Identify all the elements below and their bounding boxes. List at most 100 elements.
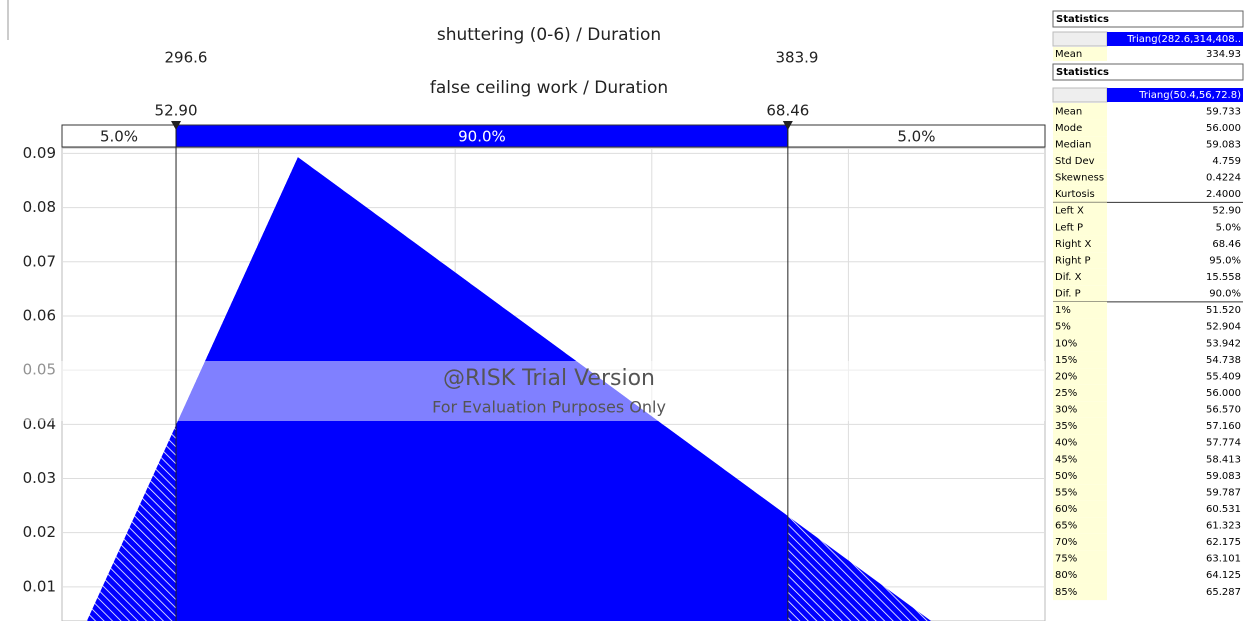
stat-label-cell	[1053, 550, 1107, 567]
stat-label: Left P	[1055, 222, 1083, 233]
stat-label-cell	[1053, 268, 1107, 286]
stats-panel: Statistics Triang(282.6,314,408.. Mean 334.…	[1052, 10, 1244, 601]
fit-cell	[1107, 32, 1243, 46]
stat-value: 59.083	[1206, 139, 1241, 150]
stat-label: Dif. X	[1055, 272, 1082, 283]
fit-cell	[1107, 88, 1243, 102]
stat-value: 68.46	[1212, 239, 1241, 250]
stat-label-cell	[1053, 119, 1107, 137]
overlay-left: 296.6	[165, 49, 208, 67]
stat-value: 57.160	[1206, 421, 1241, 432]
stat-value: 59.733	[1206, 106, 1241, 117]
stat-value: 51.520	[1206, 305, 1241, 316]
stat-label-cell	[1053, 351, 1107, 369]
stat-label-cell	[1053, 47, 1107, 61]
overlay-title: shuttering (0-6) / Duration	[437, 25, 661, 45]
watermark: For Evaluation Purposes Only	[432, 398, 666, 417]
y-tick-label: 0.07	[23, 252, 56, 270]
stat-label: Mean	[1055, 49, 1082, 60]
stat-value: 0.4224	[1206, 173, 1241, 184]
stats-header	[1052, 63, 1244, 81]
stat-label: 10%	[1055, 338, 1077, 349]
watermark-band	[0, 361, 1045, 421]
stat-label-cell	[1053, 218, 1107, 236]
stat-label-cell	[1053, 484, 1107, 501]
stat-label: Mean	[1055, 106, 1082, 117]
stat-label-cell	[1053, 285, 1107, 302]
stat-value: 52.90	[1212, 206, 1241, 217]
stat-value: 63.101	[1206, 554, 1241, 565]
stat-label-cell	[1053, 467, 1107, 485]
stat-label-cell	[1053, 235, 1107, 253]
stat-label-cell	[1053, 401, 1107, 418]
delimiter-label: 52.90	[155, 102, 198, 120]
stat-label-cell	[1053, 185, 1107, 203]
stat-label: 55%	[1055, 487, 1077, 498]
stat-value: 62.175	[1206, 537, 1241, 548]
stat-value: 95.0%	[1209, 255, 1241, 266]
stat-label: Dif. P	[1055, 289, 1081, 300]
stat-value: 56.000	[1206, 123, 1241, 134]
stat-value: 2.4000	[1206, 189, 1241, 200]
stats-header	[1052, 10, 1244, 28]
stat-label-cell	[1053, 517, 1107, 534]
stat-value: 53.942	[1206, 338, 1241, 349]
stat-value: 52.904	[1206, 322, 1241, 333]
stat-label: Skewness	[1055, 173, 1104, 184]
stat-value: 90.0%	[1209, 289, 1241, 300]
stat-value: 4.759	[1212, 156, 1241, 167]
y-tick-label: 0.01	[23, 577, 56, 595]
stat-label: 60%	[1055, 504, 1077, 515]
stat-label-cell	[1053, 583, 1107, 601]
stat-label: Right X	[1055, 239, 1092, 250]
fit-text: Triang(50.4,56,72.8)	[1138, 90, 1241, 101]
stat-value: 60.531	[1206, 504, 1241, 515]
watermark: @RISK Trial Version	[443, 366, 655, 391]
y-tick-label: 0.09	[23, 144, 56, 162]
stat-label-cell	[1053, 103, 1107, 120]
stat-label-cell	[1053, 500, 1107, 518]
stat-label-cell	[1053, 450, 1107, 468]
stat-label: 70%	[1055, 537, 1077, 548]
chart-title: false ceiling work / Duration	[430, 78, 668, 98]
stat-label: Mode	[1055, 123, 1082, 134]
delimiter-label: 68.46	[766, 102, 809, 120]
stat-label-cell	[1053, 301, 1107, 319]
y-tick-label: 0.03	[23, 469, 56, 487]
stat-value: 56.570	[1206, 405, 1241, 416]
stat-label: 65%	[1055, 521, 1077, 532]
band-label: 5.0%	[897, 128, 935, 146]
stat-value: 56.000	[1206, 388, 1241, 399]
stat-label-cell	[1053, 334, 1107, 352]
stat-label: 25%	[1055, 388, 1077, 399]
overlay-right: 383.9	[776, 49, 819, 67]
stat-label-cell	[1053, 368, 1107, 385]
stat-label: 20%	[1055, 371, 1077, 382]
stat-label: 1%	[1055, 305, 1071, 316]
stat-label: Median	[1055, 139, 1091, 150]
stat-label-cell	[1053, 434, 1107, 451]
stat-value: 334.93	[1206, 49, 1241, 60]
delimiter-handle	[171, 121, 182, 130]
stat-label: 50%	[1055, 471, 1077, 482]
stat-label: Left X	[1055, 206, 1084, 217]
stat-value: 15.558	[1206, 272, 1241, 283]
stat-label-cell	[1053, 533, 1107, 551]
fit-text: Triang(282.6,314,408..	[1126, 34, 1241, 45]
stat-label: 80%	[1055, 570, 1077, 581]
delimiter-handle	[782, 121, 793, 130]
stat-value: 58.413	[1206, 454, 1241, 465]
band-label: 90.0%	[458, 128, 506, 146]
stat-value: 54.738	[1206, 355, 1241, 366]
stat-label-cell	[1053, 318, 1107, 335]
stat-label: 5%	[1055, 322, 1071, 333]
stat-label-cell	[1053, 169, 1107, 186]
stat-label-cell	[1053, 384, 1107, 402]
stat-value: 59.787	[1206, 487, 1241, 498]
stat-label: 30%	[1055, 405, 1077, 416]
y-tick-label: 0.06	[23, 306, 56, 324]
stats-header-text: Statistics	[1056, 67, 1109, 78]
stat-value: 5.0%	[1216, 222, 1241, 233]
stat-value: 59.083	[1206, 471, 1241, 482]
